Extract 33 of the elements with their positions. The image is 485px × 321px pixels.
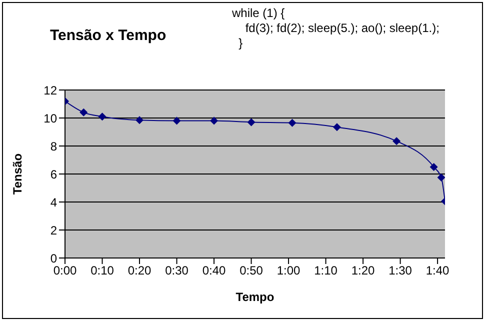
x-tick-label: 1:40 (426, 264, 450, 278)
y-tick-label: 10 (44, 111, 58, 126)
x-tick-label: 0:40 (202, 264, 226, 278)
point (430, 163, 438, 171)
point (210, 116, 218, 125)
point (136, 116, 144, 124)
point (437, 174, 445, 182)
x-tick-label: 1:30 (388, 264, 412, 278)
point (332, 123, 341, 132)
y-tick-label: 4 (50, 195, 58, 210)
code-note: while (1) { fd(3); fd(2); sleep(5.); ao(); sleep(1.); } (232, 6, 440, 51)
point (80, 108, 88, 116)
x-tick-label: 0:00 (53, 264, 77, 278)
y-tick-label: 6 (50, 167, 58, 182)
x-tick-label: 0:10 (90, 264, 114, 278)
point (247, 118, 256, 126)
y-tick-label: 2 (50, 223, 58, 238)
x-tick-label: 1:10 (314, 264, 338, 278)
y-tick-label: 8 (50, 139, 58, 154)
point (172, 116, 181, 125)
chart-title: Tensão x Tempo (50, 27, 166, 44)
x-tick-label: 1:00 (276, 264, 301, 278)
x-tick-label: 0:30 (165, 264, 189, 278)
point (392, 137, 401, 146)
y-axis-title: Tensão (10, 153, 24, 195)
x-axis-title: Tempo (236, 290, 274, 304)
point (288, 118, 296, 127)
y-tick-label: 12 (44, 83, 58, 98)
x-tick-label: 0:20 (128, 264, 152, 278)
x-tick-label: 1:20 (351, 264, 376, 278)
y-tick-label: 0 (50, 251, 58, 266)
x-tick-label: 0:50 (240, 264, 264, 278)
point (98, 112, 106, 121)
